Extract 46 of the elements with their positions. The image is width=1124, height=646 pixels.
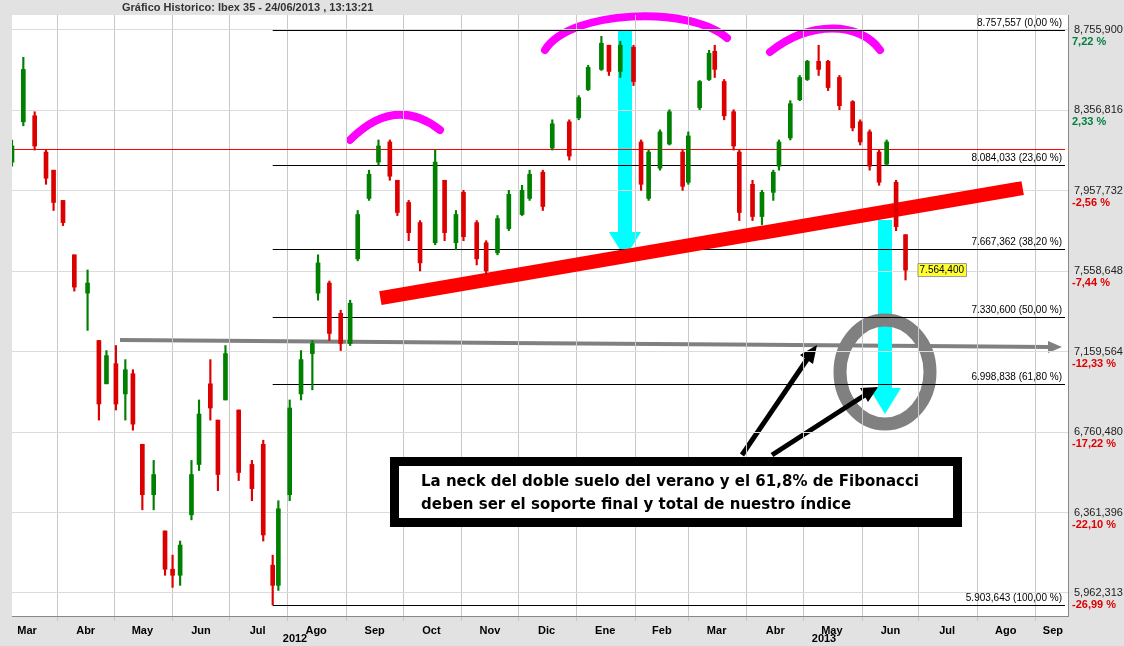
y-tick-label: 6,361,396 [1074,505,1123,518]
candlestick [170,554,175,588]
x-tick-label: Jul [939,623,956,636]
y2-tick-label: -12,33 % [1072,356,1117,369]
x-tick-label: Sep [364,623,386,636]
annotation: 6.998,838 (61,80 %) [971,371,1062,383]
y2-tick-label: 2,33 % [1072,115,1107,128]
y-tick-label: 5,962,313 [1074,585,1123,598]
y-tick-label: 7,159,564 [1074,344,1123,357]
x-tick-label: Nov [479,623,502,636]
x-tick-label: Jul [249,623,266,636]
y2-tick-label: -2,56 % [1072,195,1111,208]
y-tick-label: 7,957,732 [1074,183,1123,196]
x-tick-label: Jun [191,623,211,636]
y-tick-label: 7,558,648 [1074,264,1123,277]
x-tick-label: Feb [652,623,672,636]
annotation: 7.564,400 [919,263,965,275]
text-box: La neck del doble suelo del verano y el 61,8% de Fibonacci deben ser el soporte final y total de nuestro índice [390,457,962,527]
x-tick-label: Ago [305,623,328,636]
y-tick-label: 6,760,480 [1074,425,1123,438]
y2-tick-label: -22,10 % [1072,517,1117,530]
x-tick-label: Dic [538,623,556,636]
x-tick-label: Abr [765,623,786,636]
x-tick-label: Oct [422,623,441,636]
y2-tick-label: -26,99 % [1072,597,1117,610]
x-tick-label: Mar [706,623,728,636]
x-tick-label: Mar [17,623,38,636]
annotation: 7.330,600 (50,00 %) [971,304,1062,316]
y2-tick-label: -17,22 % [1072,437,1117,450]
x-tick-label: Ago [994,623,1017,636]
annotation: 5.903,643 (100,00 %) [965,592,1062,604]
candlestick [85,269,90,331]
x-tick-label: Jun [880,623,901,636]
annotation: 8.084,033 (23,60 %) [971,152,1062,164]
y-tick-label: 8,356,816 [1074,103,1123,116]
x-tick-label: Abr [76,623,96,636]
x-tick-label: May [821,623,844,636]
x-tick-label: Ene [595,623,616,636]
annotation: 8.757,557 (0,00 %) [976,17,1062,29]
x-tick-label: May [131,623,154,636]
y2-tick-label: -7,44 % [1072,276,1111,289]
chart-title: Gráfico Historico: Ibex 35 - 24/06/2013 , 13:13:21 [122,1,374,13]
annotation: 7.667,362 (38,20 %) [971,236,1062,248]
y2-tick-label: 7,22 % [1072,35,1107,48]
x-tick-label: Sep [1042,623,1064,636]
y-tick-label: 8,755,900 [1074,22,1123,35]
